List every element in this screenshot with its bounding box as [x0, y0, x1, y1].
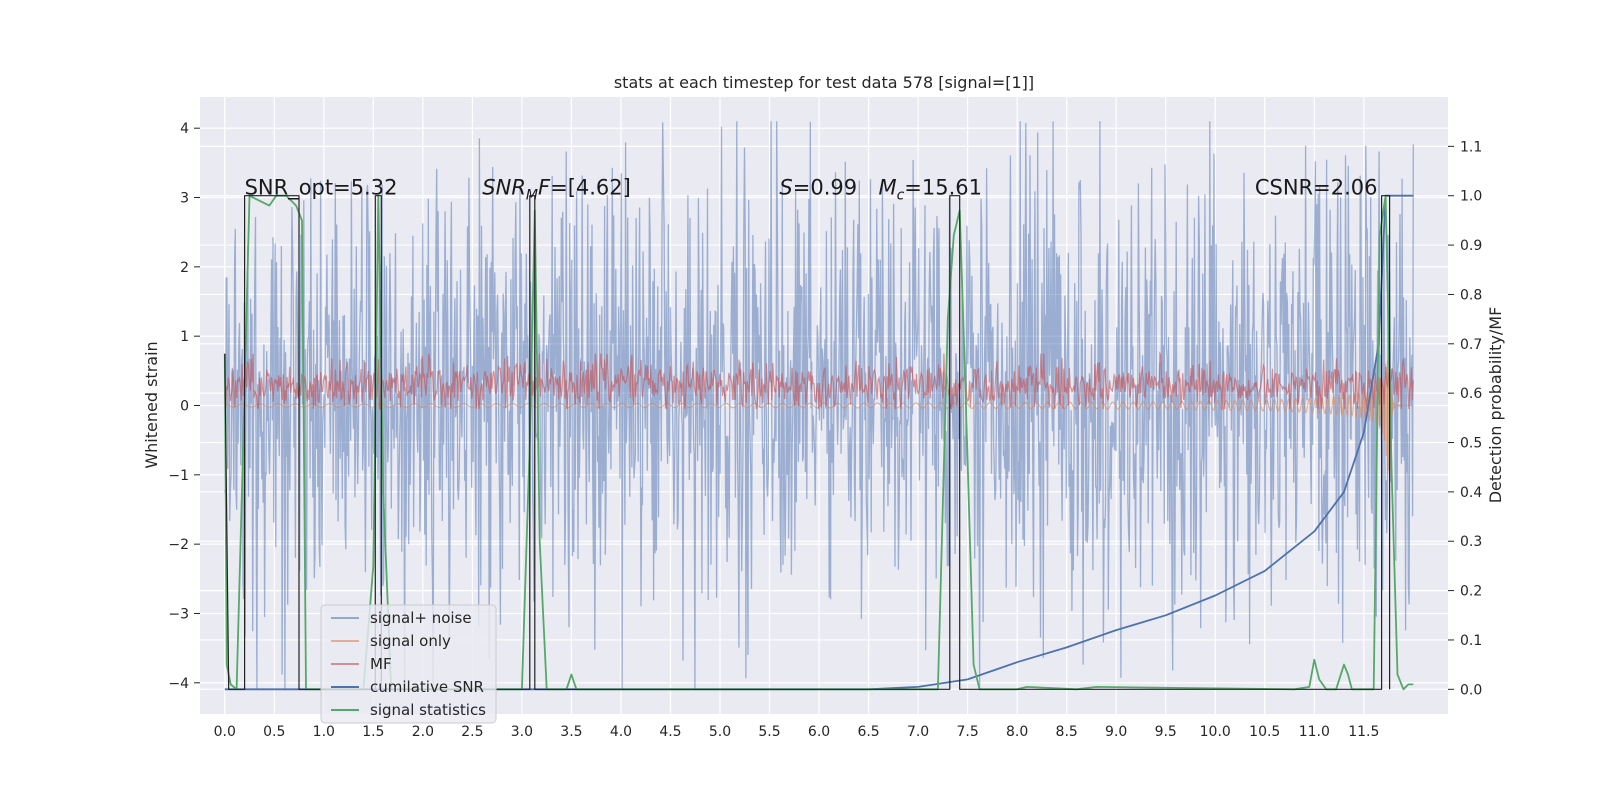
y-left-tick-label: −2	[168, 537, 189, 553]
mf-series	[224, 351, 1414, 410]
y-right-tick-label: 0.7	[1460, 337, 1482, 353]
legend-item-cumulative-snr: cumilative SNR	[331, 678, 484, 696]
x-tick-label: 0.5	[263, 724, 285, 740]
detection-series	[224, 195, 1391, 690]
annotation-text: SNRMF=[4.62]	[482, 176, 631, 204]
legend-item-signal-noise: signal+ noise	[331, 609, 472, 627]
cumulative-snr-series	[224, 194, 1414, 691]
y-left-tick-label: 3	[180, 191, 189, 207]
x-tick-label: 3.5	[560, 724, 582, 740]
y-right-tick-label: 0.1	[1460, 633, 1482, 649]
legend-label: signal statistics	[370, 701, 486, 719]
y-left-tick-label: 2	[180, 260, 189, 276]
x-tick-label: 2.5	[461, 724, 483, 740]
y-left-tick-label: −1	[168, 468, 189, 484]
x-tick-label: 1.0	[313, 724, 335, 740]
y-right-tick-label: 0.2	[1460, 584, 1482, 600]
y-right-tick-label: 0.4	[1460, 485, 1482, 501]
annotation-text: CSNR=2.06	[1255, 176, 1378, 200]
y-right-tick-label: 0.6	[1460, 386, 1482, 402]
y-right-tick-label: 1.1	[1460, 139, 1482, 155]
y-right-tick-label: 1.0	[1460, 189, 1482, 205]
y-left-tick-label: 0	[180, 399, 189, 415]
legend-item-signal-statistics: signal statistics	[331, 701, 486, 719]
x-tick-label: 8.0	[1006, 724, 1028, 740]
x-tick-label: 3.0	[511, 724, 533, 740]
legend-label: MF	[370, 655, 392, 673]
annotation-text: S=0.99	[779, 176, 857, 200]
y-right-tick-label: 0.8	[1460, 287, 1482, 303]
x-tick-label: 0.0	[214, 724, 236, 740]
legend: signal+ noise signal only MF cumilative …	[320, 604, 497, 724]
legend-label: cumilative SNR	[370, 678, 484, 696]
y-axis-label-left: Whitened strain	[142, 341, 161, 468]
x-tick-label: 2.0	[412, 724, 434, 740]
y-right-tick-label: 0.5	[1460, 436, 1482, 452]
legend-box	[320, 604, 497, 724]
y-right-tick-label: 0.0	[1460, 682, 1482, 698]
annotations: SNR_opt=5.32 SNRMF=[4.62] S=0.99 Mc=15.61 CS…	[245, 176, 1378, 204]
y-left-tick-label: −3	[168, 606, 189, 622]
x-tick-label: 10.0	[1200, 724, 1231, 740]
x-tick-label: 9.0	[1105, 724, 1127, 740]
x-tick-label: 11.5	[1348, 724, 1379, 740]
y-axis-label-right: Detection probability/MF	[1486, 307, 1505, 504]
y-left-tick-label: 4	[180, 121, 189, 137]
x-tick-label: 10.5	[1249, 724, 1280, 740]
x-tick-label: 7.0	[907, 724, 929, 740]
legend-label: signal+ noise	[370, 609, 472, 627]
chart-title: stats at each timestep for test data 578…	[614, 73, 1034, 92]
tick-labels: 0.0 0.5 1.0 1.5 2.0 2.5 3.0 3.5 4.0 4.5 5.0 5.5 6.0 6…	[168, 121, 1482, 740]
y-left-tick-label: −4	[168, 676, 189, 692]
x-tick-label: 5.5	[758, 724, 780, 740]
y-right-tick-label: 0.9	[1460, 238, 1482, 254]
data-layer	[223, 121, 1414, 691]
x-tick-label: 9.5	[1155, 724, 1177, 740]
x-tick-label: 4.0	[610, 724, 632, 740]
annotation-text: SNR_opt=5.32	[245, 176, 398, 201]
y-right-tick-label: 0.3	[1460, 534, 1482, 550]
x-tick-label: 11.0	[1299, 724, 1330, 740]
legend-label: signal only	[370, 632, 451, 650]
legend-item-mf: MF	[331, 655, 392, 673]
x-tick-label: 5.0	[709, 724, 731, 740]
x-tick-label: 6.5	[857, 724, 879, 740]
y-left-tick-label: 1	[180, 329, 189, 345]
annotation-text: Mc=15.61	[878, 176, 982, 204]
x-tick-label: 1.5	[362, 724, 384, 740]
x-tick-label: 6.0	[808, 724, 830, 740]
x-tick-label: 4.5	[659, 724, 681, 740]
legend-item-signal-only: signal only	[331, 632, 451, 650]
x-tick-label: 8.5	[1056, 724, 1078, 740]
x-tick-label: 7.5	[956, 724, 978, 740]
